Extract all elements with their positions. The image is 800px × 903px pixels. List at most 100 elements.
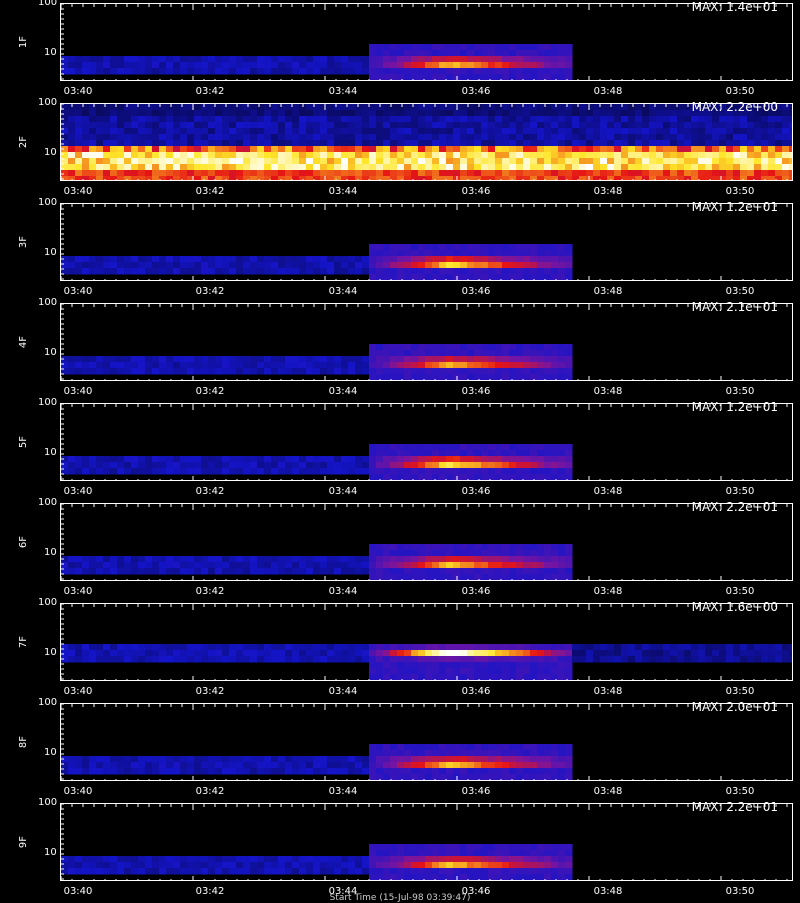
heatmap-cell bbox=[558, 480, 566, 481]
heatmap-cell bbox=[411, 280, 419, 281]
x-tick-label: 03:44 bbox=[323, 586, 363, 597]
heatmap-cell bbox=[523, 780, 531, 781]
axis-ticks bbox=[61, 504, 793, 581]
heatmap-cell bbox=[509, 480, 517, 481]
panel-ylabel: 1F bbox=[18, 22, 38, 62]
heatmap-cell bbox=[383, 80, 391, 81]
x-tick-label: 03:42 bbox=[190, 86, 230, 97]
heatmap-cell bbox=[460, 580, 468, 581]
max-value-label: MAX: 2.1e+01 bbox=[692, 300, 778, 314]
heatmap-cell bbox=[544, 680, 552, 681]
heatmap-cell bbox=[418, 780, 426, 781]
heatmap-cell bbox=[509, 780, 517, 781]
y-tick-label: 100 bbox=[38, 297, 57, 308]
heatmap-cell bbox=[516, 580, 524, 581]
plot-area bbox=[60, 3, 793, 81]
heatmap-cell bbox=[411, 80, 419, 81]
x-tick-label: 03:50 bbox=[720, 186, 760, 197]
heatmap-cell bbox=[551, 280, 559, 281]
heatmap-cell bbox=[467, 280, 475, 281]
heatmap-cell bbox=[474, 680, 482, 681]
heatmap-cell bbox=[509, 380, 517, 381]
heatmap-cell bbox=[467, 80, 475, 81]
heatmap-cell bbox=[537, 580, 545, 581]
y-tick-label: 10 bbox=[44, 147, 57, 158]
x-tick-label: 03:40 bbox=[58, 586, 98, 597]
heatmap-cell bbox=[397, 680, 405, 681]
heatmap-cell bbox=[481, 380, 489, 381]
heatmap-cell bbox=[404, 780, 412, 781]
axis-ticks bbox=[61, 4, 793, 81]
heatmap-cell bbox=[432, 580, 440, 581]
heatmap-cell bbox=[369, 480, 377, 481]
heatmap-cell bbox=[453, 780, 461, 781]
heatmap-cell bbox=[439, 580, 447, 581]
heatmap-cell bbox=[397, 580, 405, 581]
heatmap-cell bbox=[418, 680, 426, 681]
heatmap-cell bbox=[530, 480, 538, 481]
heatmap-cell bbox=[551, 680, 559, 681]
heatmap-cell bbox=[558, 280, 566, 281]
y-tick-label: 10 bbox=[44, 547, 57, 558]
y-tick-label: 10 bbox=[44, 447, 57, 458]
heatmap-cell bbox=[439, 80, 447, 81]
heatmap-cell bbox=[565, 480, 573, 481]
heatmap-cell bbox=[460, 380, 468, 381]
heatmap-cell bbox=[537, 80, 545, 81]
y-tick-label: 100 bbox=[38, 597, 57, 608]
x-tick-label: 03:46 bbox=[456, 586, 496, 597]
heatmap-cell bbox=[404, 480, 412, 481]
x-tick-label: 03:40 bbox=[58, 286, 98, 297]
heatmap-cell bbox=[453, 580, 461, 581]
heatmap-cell bbox=[516, 680, 524, 681]
x-tick-label: 03:46 bbox=[456, 686, 496, 697]
heatmap-cell bbox=[488, 280, 496, 281]
heatmap-cell bbox=[495, 580, 503, 581]
heatmap-cell bbox=[425, 80, 433, 81]
heatmap-cell bbox=[544, 480, 552, 481]
x-tick-label: 03:44 bbox=[323, 86, 363, 97]
heatmap-cell bbox=[383, 380, 391, 381]
heatmap-cell bbox=[404, 680, 412, 681]
heatmap-cell bbox=[439, 280, 447, 281]
heatmap-cell bbox=[383, 580, 391, 581]
x-tick-label: 03:48 bbox=[588, 486, 628, 497]
heatmap-cell bbox=[376, 580, 384, 581]
x-tick-label: 03:46 bbox=[456, 186, 496, 197]
x-tick-label: 03:40 bbox=[58, 486, 98, 497]
heatmap-cell bbox=[439, 380, 447, 381]
heatmap-cell bbox=[551, 580, 559, 581]
heatmap-cell bbox=[488, 680, 496, 681]
heatmap-cell bbox=[390, 580, 398, 581]
heatmap-cell bbox=[425, 680, 433, 681]
x-tick-label: 03:42 bbox=[190, 686, 230, 697]
panel-ylabel: 7F bbox=[18, 622, 38, 662]
x-tick-label: 03:50 bbox=[720, 586, 760, 597]
plot-area bbox=[60, 703, 793, 781]
heatmap-cell bbox=[509, 580, 517, 581]
x-tick-label: 03:48 bbox=[588, 86, 628, 97]
x-tick-label: 03:48 bbox=[588, 586, 628, 597]
x-tick-label: 03:42 bbox=[190, 586, 230, 597]
y-tick-label: 10 bbox=[44, 347, 57, 358]
heatmap-cell bbox=[425, 380, 433, 381]
max-value-label: MAX: 2.2e+01 bbox=[692, 500, 778, 514]
heatmap-cell bbox=[551, 780, 559, 781]
y-tick-label: 10 bbox=[44, 747, 57, 758]
heatmap-cell bbox=[530, 780, 538, 781]
x-tick-label: 03:42 bbox=[190, 186, 230, 197]
heatmap-cell bbox=[481, 280, 489, 281]
heatmap-cell bbox=[446, 780, 454, 781]
heatmap-cell bbox=[411, 780, 419, 781]
heatmap-cell bbox=[502, 780, 510, 781]
y-tick-label: 10 bbox=[44, 247, 57, 258]
heatmap-cell bbox=[460, 480, 468, 481]
y-tick-label: 100 bbox=[38, 0, 57, 8]
plot-area bbox=[60, 603, 793, 681]
heatmap-cell bbox=[495, 80, 503, 81]
heatmap-cell bbox=[516, 80, 524, 81]
heatmap-cell bbox=[495, 480, 503, 481]
heatmap-cell bbox=[565, 280, 573, 281]
